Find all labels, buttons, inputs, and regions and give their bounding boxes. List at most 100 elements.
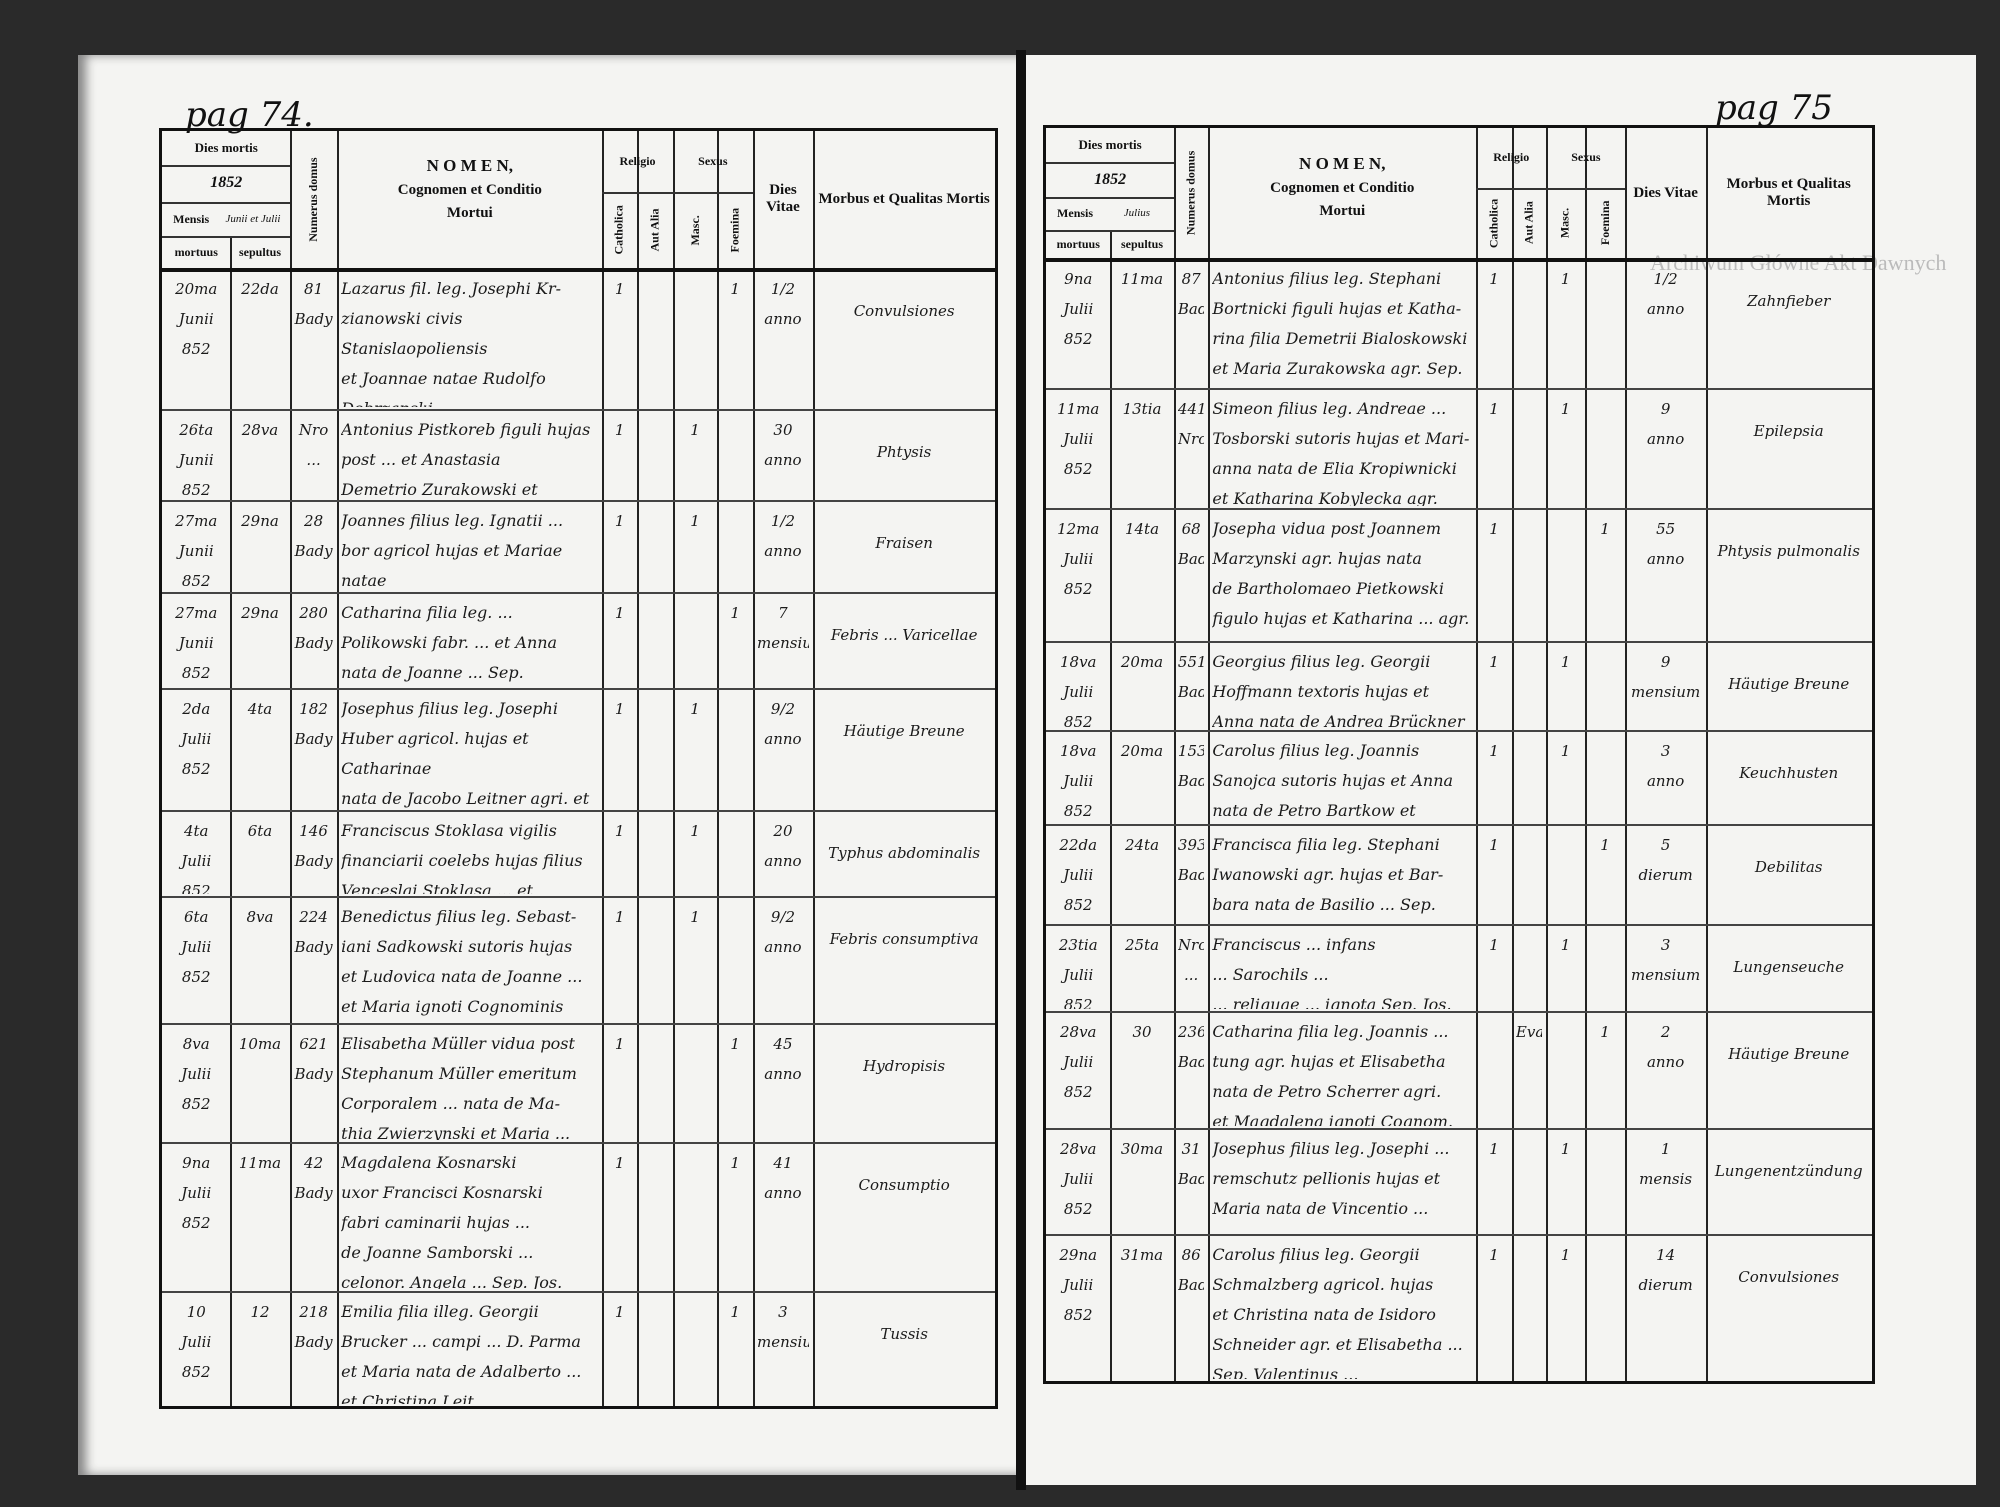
entry-masc — [677, 1029, 714, 1140]
entry-name-condition: Elisabetha Müller vidua post Stephanum M… — [341, 1034, 577, 1140]
entry-age: 9/2 anno — [764, 907, 802, 956]
entry-date-died: 6ta Julii 852 — [181, 907, 212, 986]
entry-name-condition: Josephus filius leg. Josephi Huber agric… — [341, 698, 590, 808]
entry-masc: 1 — [690, 512, 700, 531]
entry-date-buried: 10ma — [238, 1035, 282, 1054]
header-religio-text: Religio — [619, 153, 656, 168]
register-entry: 23tia Julii 852 25ta Nro ... Franciscus ...… — [1046, 924, 1871, 1011]
entry-catholica: 1 — [614, 1154, 625, 1173]
entry-catholica: 1 — [614, 512, 625, 531]
header-divider — [162, 268, 996, 273]
header-catholica: Catholica — [602, 192, 636, 269]
header-sexus-text: Sexus — [698, 153, 728, 168]
entry-house-number: 87 Bady — [1177, 270, 1204, 319]
header-mensis: Mensis — [1046, 197, 1103, 230]
column-divider — [672, 130, 675, 1407]
entry-age: 1/2 anno — [764, 280, 802, 329]
entry-aut-alia — [1516, 264, 1542, 386]
header-numerus-domus-text: Numerus domus — [306, 157, 321, 242]
entry-date-died: 2da Julii 852 — [181, 699, 212, 778]
entry-name-condition: Carolus filius leg. Joannis Sanojca suto… — [1212, 741, 1454, 821]
entry-date-died: 27ma Junii 852 — [175, 512, 218, 591]
register-entry: 28va Julii 852 30ma 31 Bady Josephus filius… — [1046, 1128, 1871, 1234]
header-dies-vitae: Dies Vitae — [1625, 128, 1705, 258]
entry-house-number: 86 Bady — [1177, 1245, 1204, 1294]
header-sepultus: sepultus — [1110, 230, 1174, 258]
entry-date-died: 10 Julii 852 — [181, 1303, 212, 1382]
row-divider — [1476, 187, 1626, 190]
header-divider — [1046, 258, 1872, 263]
entry-house-number: 81 Bady — [294, 280, 333, 329]
entry-foemina: 1 — [730, 1154, 740, 1173]
entry-catholica: 1 — [1489, 742, 1499, 761]
column-divider — [812, 130, 815, 1407]
entry-aut-alia — [641, 415, 669, 499]
book-spine — [1016, 50, 1026, 1490]
column-divider — [1584, 128, 1587, 1381]
entry-cause-of-death: Häutige Breune — [843, 721, 965, 740]
entry-aut-alia — [641, 506, 669, 590]
entry-catholica: 1 — [1489, 836, 1499, 855]
entry-cause-of-death: Fraisen — [875, 534, 933, 553]
header-aut-alia-text: Aut Alia — [647, 208, 662, 252]
entry-foemina — [1589, 1134, 1622, 1232]
row-divider — [1046, 640, 1872, 643]
entry-cause-of-death: Consumptio — [858, 1176, 950, 1195]
register-entry: 4ta Julii 852 6ta 146 Bady Franciscus Stokl… — [162, 810, 995, 895]
entry-name-condition: Antonius Pistkoreb figuli hujas post ...… — [341, 419, 591, 499]
entry-date-buried: 12 — [250, 1303, 270, 1322]
column-divider — [1625, 128, 1628, 1381]
entry-masc: 1 — [1560, 1140, 1571, 1158]
row-divider — [1046, 196, 1174, 199]
row-divider — [162, 164, 290, 167]
watermark: Archiwum Główne Akt Dawnych — [1650, 250, 1947, 275]
right-register-table: Dies mortis 1852 Mensis Julius mortuus sepult… — [1043, 125, 1875, 1384]
header-masc-text: Masc. — [687, 214, 702, 246]
entry-foemina — [1589, 647, 1622, 728]
entry-house-number: 393 Bady — [1177, 836, 1205, 885]
entry-catholica: 1 — [614, 822, 625, 841]
header-nomen: N O M E N, — [1299, 153, 1386, 173]
row-divider — [1046, 1128, 1872, 1130]
entry-cause-of-death: Epilepsia — [1753, 422, 1824, 441]
entry-date-buried: 29na — [241, 512, 279, 531]
register-entry: 2da Julii 852 4ta 182 Bady Josephus filius … — [162, 688, 995, 810]
entry-masc: 1 — [1560, 270, 1571, 289]
entry-date-died: 26ta Junii 852 — [178, 420, 214, 499]
entry-house-number: 182 Bady — [294, 699, 333, 748]
row-divider — [1046, 508, 1872, 511]
header-numerus-domus-text: Numerus domus — [1183, 150, 1198, 236]
header-mortuus: mortuus — [1046, 230, 1110, 258]
column-divider — [636, 130, 639, 1407]
entry-age: 45 anno — [764, 1035, 802, 1084]
entry-name-condition: Georgius filius leg. Georgii Hoffmann te… — [1212, 651, 1465, 729]
entry-name-condition: Joannes filius leg. Ignatii ... bor agri… — [341, 511, 564, 591]
entry-catholica: 1 — [1489, 400, 1499, 419]
entry-date-died: 11ma Julii 852 — [1057, 400, 1100, 479]
header-mensis-text: Mensis — [173, 211, 210, 226]
column-divider — [289, 130, 292, 1407]
header-morbus-text: Morbus et Qualitas Mortis — [818, 190, 990, 207]
row-divider — [162, 408, 996, 411]
entry-date-died: 18va Julii 852 — [1059, 652, 1097, 729]
row-divider — [1046, 923, 1872, 926]
entry-aut-alia — [641, 694, 669, 808]
entry-age: 3 mensium — [1631, 935, 1701, 984]
entry-aut-alia — [1516, 514, 1542, 639]
entry-foemina — [721, 816, 749, 893]
entry-name-condition: Lazarus fil. leg. Josephi Kr- zianowski … — [341, 279, 561, 406]
entry-age: 9/2 anno — [764, 699, 802, 748]
row-divider — [1046, 230, 1174, 233]
header-nomen-sub2: Mortui — [446, 205, 493, 222]
right-page-number: pag 75 — [1715, 88, 1833, 128]
entry-foemina — [721, 902, 749, 1022]
entry-date-buried: 29na — [241, 604, 279, 623]
row-divider — [162, 687, 996, 690]
entry-age: 9 anno — [1646, 400, 1685, 449]
row-divider — [162, 1291, 996, 1294]
left-page — [78, 55, 1018, 1475]
header-nomen-sub: Cognomen et Conditio — [397, 182, 542, 199]
header-nomen: N O M E N, — [426, 156, 514, 176]
header-mensis: Mensis — [162, 202, 219, 236]
